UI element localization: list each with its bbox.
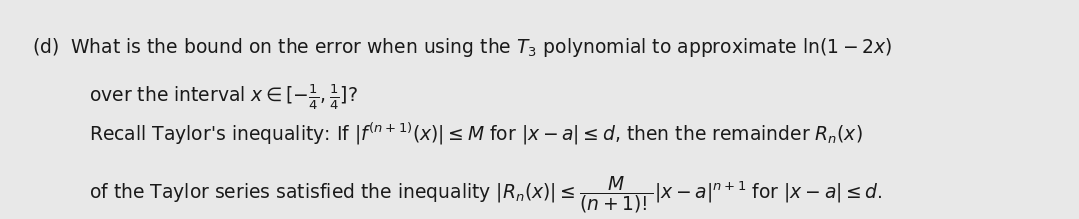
Text: (d)  What is the bound on the error when using the $T_3$ polynomial to approxima: (d) What is the bound on the error when … [32,36,892,59]
Text: of the Taylor series satisfied the inequality $|R_n(x)| \leq \dfrac{M}{(n+1)!}|x: of the Taylor series satisfied the inequ… [88,174,883,215]
Text: over the interval $x \in [-\frac{1}{4}, \frac{1}{4}]$?: over the interval $x \in [-\frac{1}{4}, … [88,82,357,112]
Text: Recall Taylor's inequality: If $|f^{(n+1)}(x)| \leq M$ for $|x-a| \leq d$, then : Recall Taylor's inequality: If $|f^{(n+1… [88,121,862,147]
